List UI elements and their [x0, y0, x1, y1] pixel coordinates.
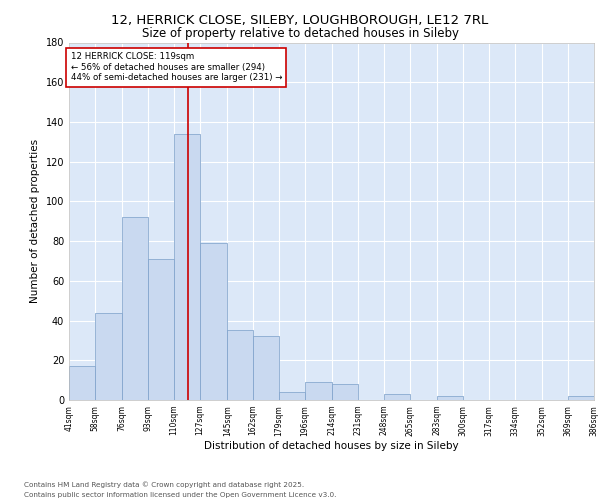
Text: Contains HM Land Registry data © Crown copyright and database right 2025.: Contains HM Land Registry data © Crown c… [24, 481, 304, 488]
Y-axis label: Number of detached properties: Number of detached properties [30, 139, 40, 304]
X-axis label: Distribution of detached houses by size in Sileby: Distribution of detached houses by size … [204, 442, 459, 452]
Text: Size of property relative to detached houses in Sileby: Size of property relative to detached ho… [142, 28, 458, 40]
Text: 12, HERRICK CLOSE, SILEBY, LOUGHBOROUGH, LE12 7RL: 12, HERRICK CLOSE, SILEBY, LOUGHBOROUGH,… [112, 14, 488, 27]
Bar [174, 134, 200, 400]
Bar [437, 396, 463, 400]
Bar [95, 312, 122, 400]
Bar [69, 366, 95, 400]
Bar [279, 392, 305, 400]
Text: 12 HERRICK CLOSE: 119sqm
← 56% of detached houses are smaller (294)
44% of semi-: 12 HERRICK CLOSE: 119sqm ← 56% of detach… [71, 52, 282, 82]
Bar [568, 396, 594, 400]
Bar [200, 243, 227, 400]
Bar [332, 384, 358, 400]
Text: Contains public sector information licensed under the Open Government Licence v3: Contains public sector information licen… [24, 492, 337, 498]
Bar [227, 330, 253, 400]
Bar [384, 394, 410, 400]
Bar [253, 336, 279, 400]
Bar [305, 382, 332, 400]
Bar [148, 259, 174, 400]
Bar [122, 218, 148, 400]
